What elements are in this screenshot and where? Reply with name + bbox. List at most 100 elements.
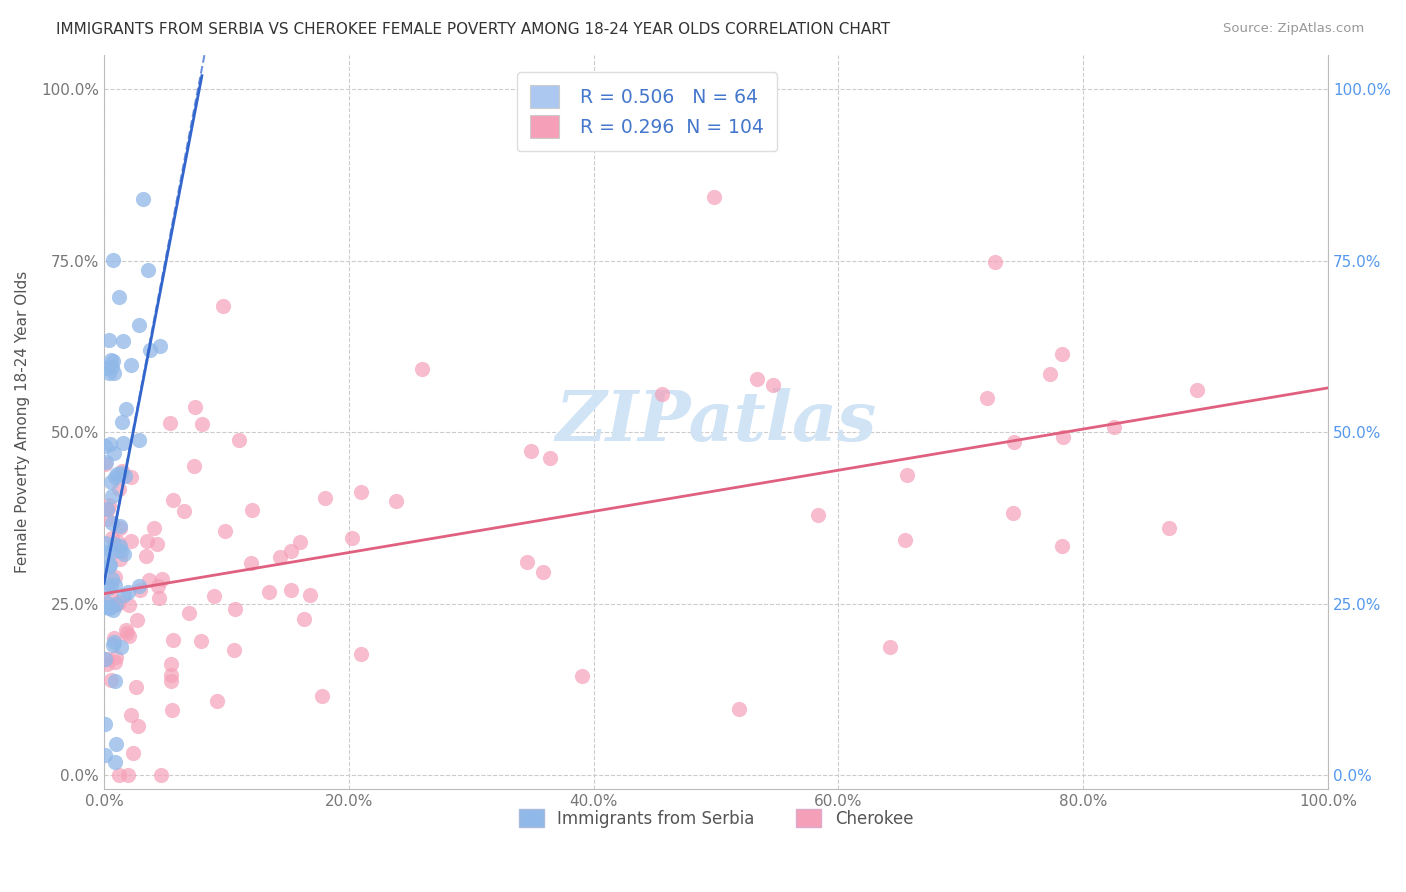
Point — [983, 255, 1005, 269]
Point — [104, 578, 127, 592]
Point — [651, 386, 673, 401]
Point — [94, 747, 117, 762]
Point — [202, 589, 225, 603]
Point — [103, 445, 125, 459]
Point — [531, 565, 554, 579]
Point — [894, 533, 917, 548]
Point — [105, 597, 128, 611]
Point — [97, 600, 120, 615]
Point — [976, 391, 998, 405]
Point — [240, 502, 263, 516]
Point — [538, 450, 561, 465]
Point — [128, 318, 150, 332]
Point — [96, 596, 118, 610]
Point — [183, 459, 205, 474]
Point — [807, 508, 830, 523]
Point — [132, 193, 155, 207]
Point — [110, 466, 132, 480]
Point — [128, 434, 150, 448]
Point — [98, 589, 121, 603]
Point — [101, 354, 124, 368]
Point — [110, 518, 132, 533]
Point — [104, 755, 127, 769]
Point — [108, 482, 131, 496]
Text: Source: ZipAtlas.com: Source: ZipAtlas.com — [1223, 22, 1364, 36]
Point — [340, 531, 363, 545]
Point — [120, 707, 142, 722]
Point — [160, 703, 183, 717]
Point — [101, 359, 124, 374]
Point — [100, 475, 122, 489]
Point — [104, 656, 127, 670]
Point — [111, 334, 134, 348]
Point — [148, 591, 170, 606]
Point — [101, 252, 124, 267]
Point — [314, 491, 336, 506]
Point — [108, 551, 131, 566]
Point — [159, 416, 181, 430]
Point — [129, 582, 152, 597]
Point — [94, 717, 117, 731]
Point — [94, 458, 117, 472]
Point — [149, 339, 172, 353]
Point — [212, 299, 235, 313]
Point — [103, 631, 125, 645]
Point — [160, 667, 183, 681]
Point — [162, 632, 184, 647]
Point — [143, 521, 166, 535]
Point — [100, 531, 122, 545]
Point — [1185, 383, 1208, 397]
Point — [146, 537, 169, 551]
Y-axis label: Female Poverty Among 18-24 Year Olds: Female Poverty Among 18-24 Year Olds — [15, 271, 30, 574]
Point — [311, 689, 333, 703]
Point — [150, 768, 173, 782]
Point — [177, 606, 200, 620]
Point — [1050, 347, 1073, 361]
Point — [94, 439, 117, 453]
Point — [1052, 430, 1074, 444]
Point — [190, 417, 212, 432]
Point — [728, 702, 751, 716]
Point — [280, 582, 302, 597]
Point — [101, 545, 124, 559]
Point — [93, 599, 115, 614]
Point — [259, 584, 281, 599]
Point — [1002, 434, 1025, 449]
Point — [97, 502, 120, 516]
Point — [111, 415, 134, 429]
Point — [288, 535, 311, 549]
Point — [98, 437, 121, 451]
Point — [228, 433, 250, 447]
Point — [1157, 521, 1180, 535]
Point — [128, 579, 150, 593]
Point — [190, 634, 212, 648]
Point — [117, 768, 139, 782]
Point — [97, 581, 120, 595]
Point — [103, 602, 125, 616]
Point — [160, 657, 183, 671]
Point — [93, 536, 115, 550]
Point — [350, 485, 373, 500]
Point — [349, 648, 371, 662]
Point — [96, 545, 118, 559]
Point — [138, 573, 160, 587]
Point — [292, 611, 315, 625]
Point — [115, 623, 138, 637]
Point — [135, 534, 157, 549]
Point — [110, 544, 132, 558]
Point — [1102, 419, 1125, 434]
Point — [160, 673, 183, 688]
Point — [100, 353, 122, 368]
Point — [110, 521, 132, 535]
Point — [120, 469, 142, 483]
Point — [120, 358, 142, 372]
Point — [117, 585, 139, 599]
Point — [100, 673, 122, 688]
Point — [136, 263, 159, 277]
Point — [101, 516, 124, 530]
Point — [1050, 539, 1073, 553]
Point — [162, 493, 184, 508]
Point — [107, 534, 129, 549]
Point — [104, 673, 127, 688]
Point — [269, 550, 291, 565]
